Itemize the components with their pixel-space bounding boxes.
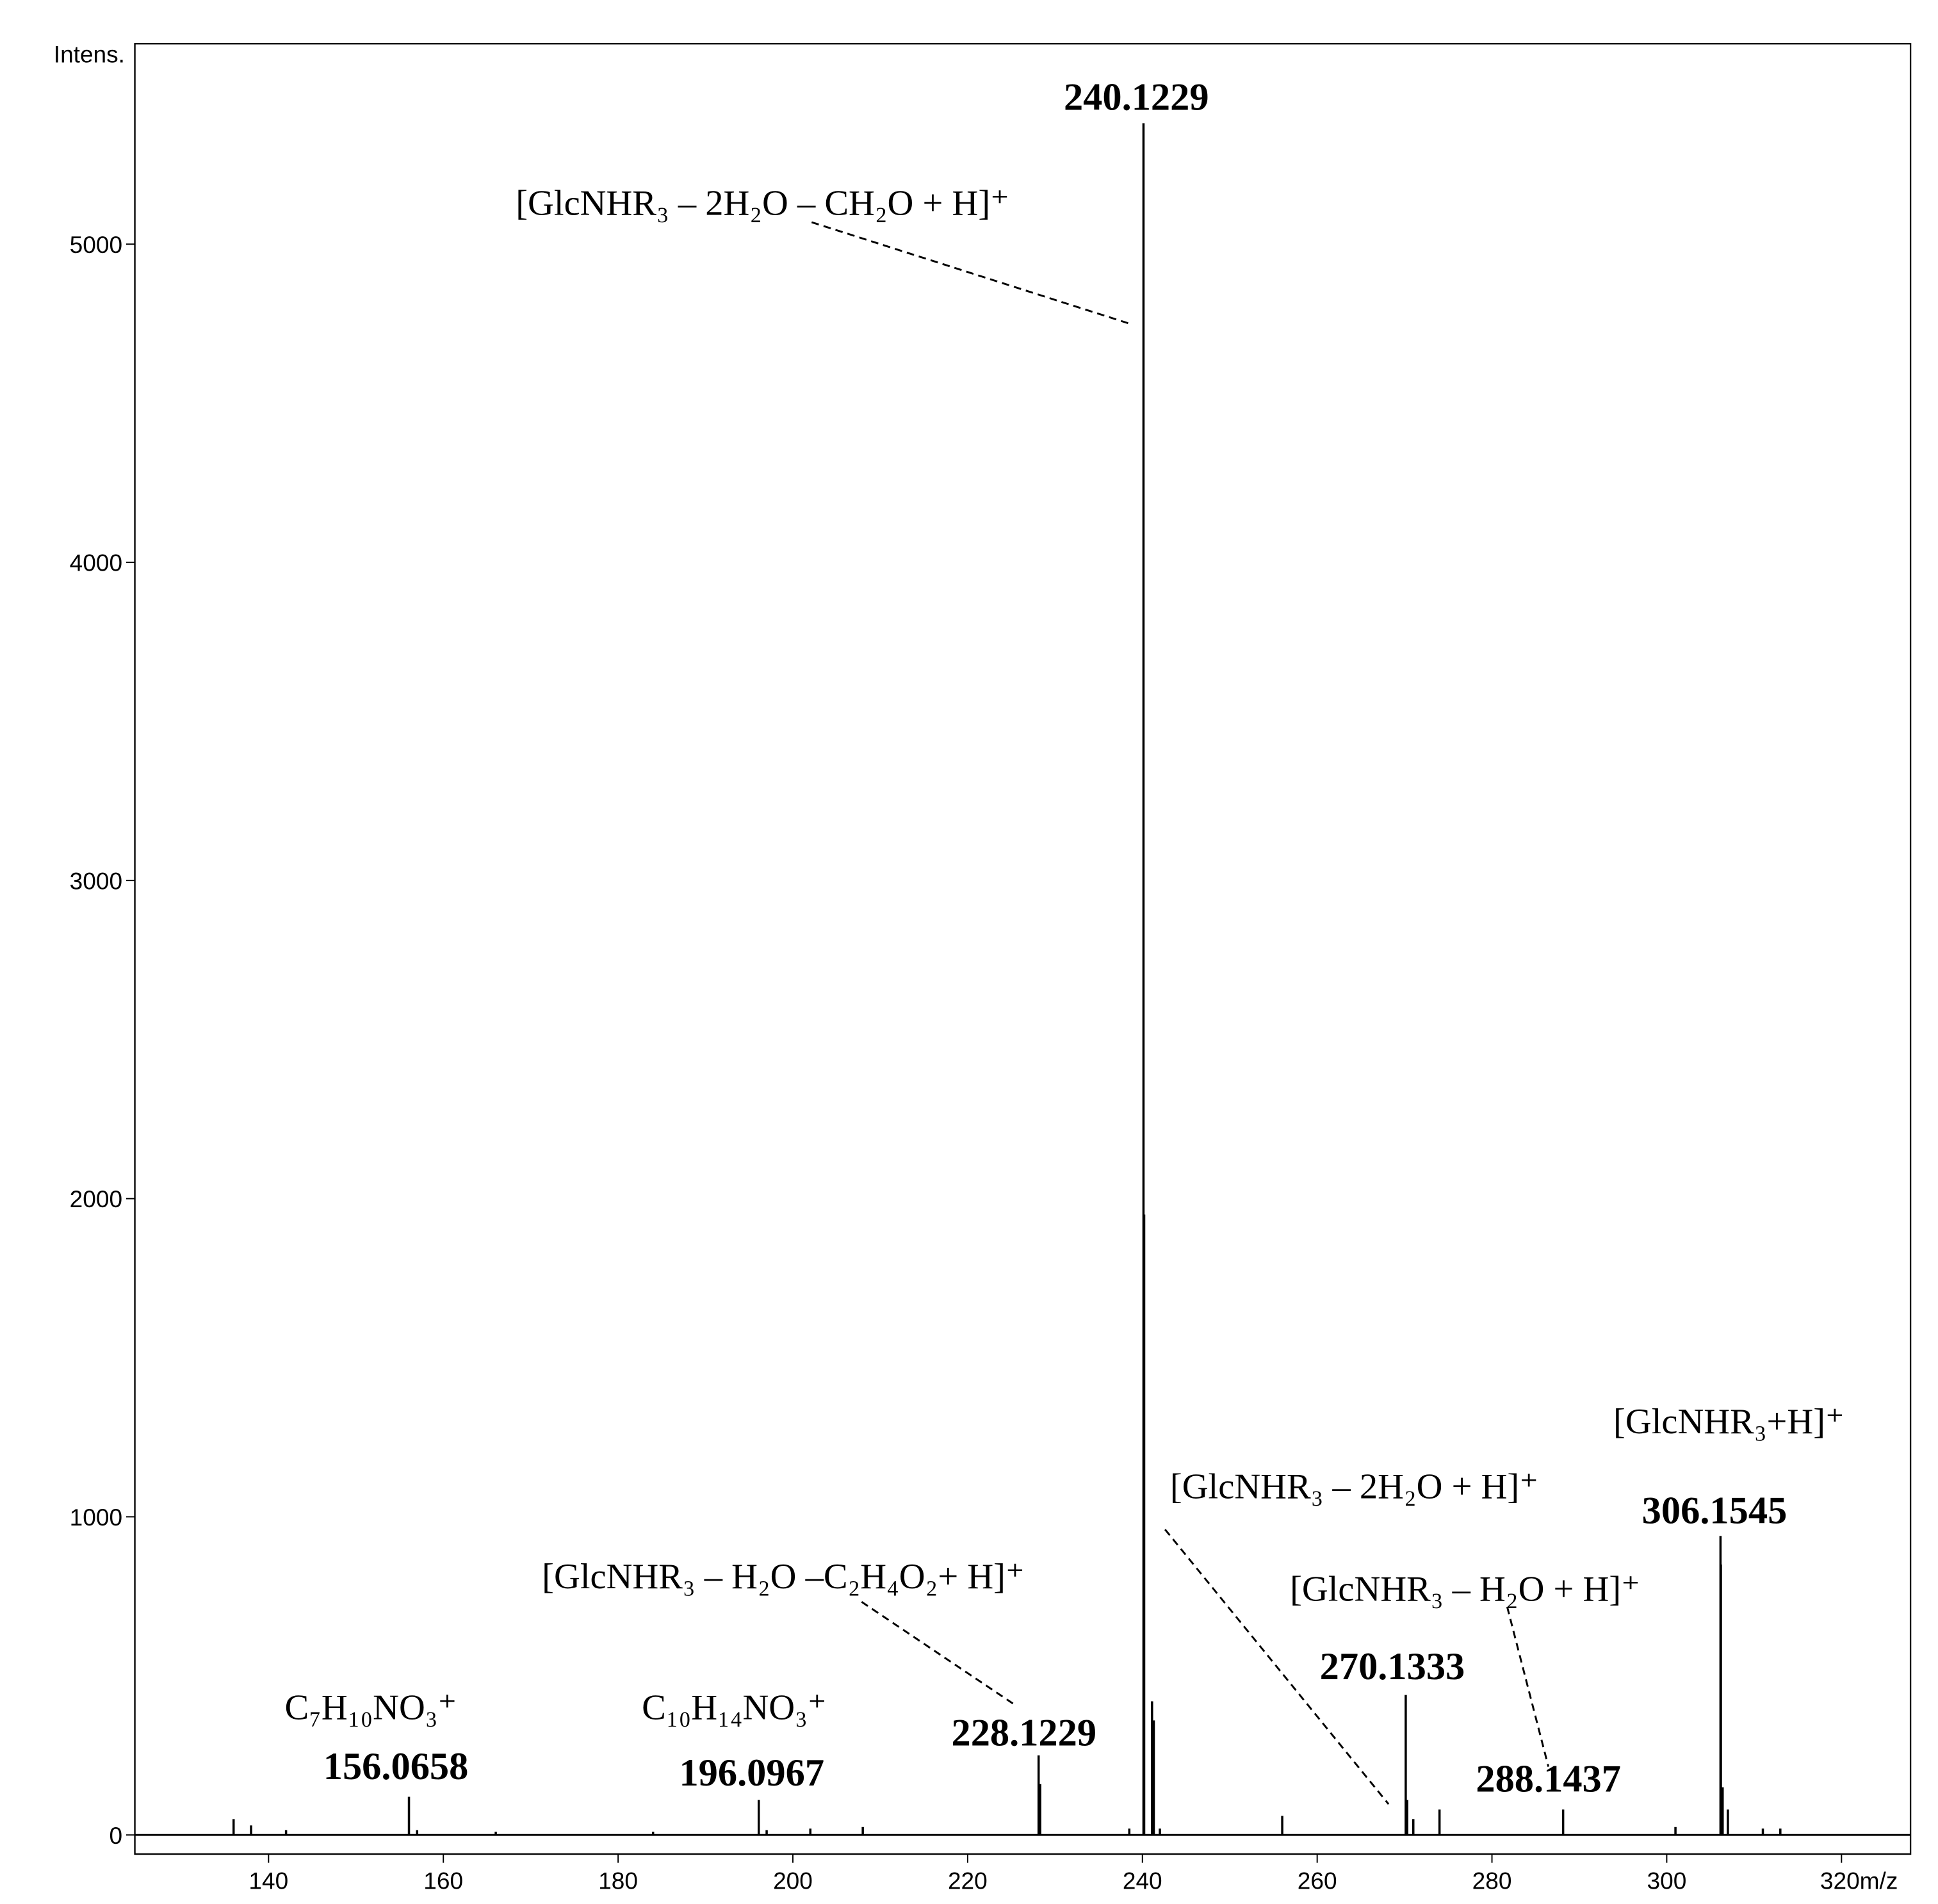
x-tick-label: 280 (1472, 1867, 1512, 1894)
peak-label: 288.1437 (1476, 1758, 1621, 1801)
ion-annotation: [GlcNHR₃ – H₂O –C₂H₄O₂+ H]⁺ (542, 1557, 1025, 1597)
leader-line (1506, 1606, 1550, 1767)
peak-label: 306.1545 (1642, 1489, 1787, 1532)
y-axis-label: Intens. (54, 40, 125, 67)
x-tick-label: 320m/z (1820, 1867, 1898, 1894)
ion-annotation: [GlcNHR₃ – 2H₂O – CH₂O + H]⁺ (516, 183, 1009, 223)
leader-line (811, 221, 1133, 326)
ion-annotation: [GlcNHR₃ – H₂O + H]⁺ (1290, 1569, 1640, 1609)
peak-label: 196.0967 (679, 1752, 824, 1794)
y-tick-label: 4000 (70, 549, 122, 576)
y-tick-label: 2000 (70, 1185, 122, 1212)
ion-annotation: C₇H₁₀NO₃⁺ (285, 1688, 457, 1727)
y-tick-label: 3000 (70, 867, 122, 894)
peak-label: 228.1229 (951, 1711, 1096, 1754)
x-tick-label: 260 (1298, 1867, 1337, 1894)
ion-annotation: [GlcNHR₃ – 2H₂O + H]⁺ (1170, 1467, 1538, 1506)
x-tick-label: 300 (1647, 1867, 1687, 1894)
x-tick-label: 140 (248, 1867, 288, 1894)
y-tick-label: 1000 (70, 1504, 122, 1531)
peak-label: 156.0658 (323, 1745, 469, 1788)
ion-annotation: C₁₀H₁₄NO₃⁺ (642, 1688, 827, 1727)
leader-line (861, 1601, 1015, 1705)
peak-label: 240.1229 (1064, 76, 1209, 119)
y-tick-label: 5000 (70, 231, 122, 258)
leader-line (1164, 1529, 1390, 1805)
x-tick-label: 160 (423, 1867, 463, 1894)
x-tick-label: 180 (598, 1867, 638, 1894)
plot-frame (134, 43, 1912, 1855)
x-tick-label: 200 (773, 1867, 813, 1894)
peak-label: 270.1333 (1320, 1645, 1465, 1688)
x-tick-label: 240 (1123, 1867, 1162, 1894)
y-tick-label: 0 (109, 1822, 122, 1849)
x-tick-label: 220 (948, 1867, 988, 1894)
leader-lines (811, 221, 1550, 1805)
ion-annotation: [GlcNHR₃+H]⁺ (1613, 1402, 1844, 1442)
